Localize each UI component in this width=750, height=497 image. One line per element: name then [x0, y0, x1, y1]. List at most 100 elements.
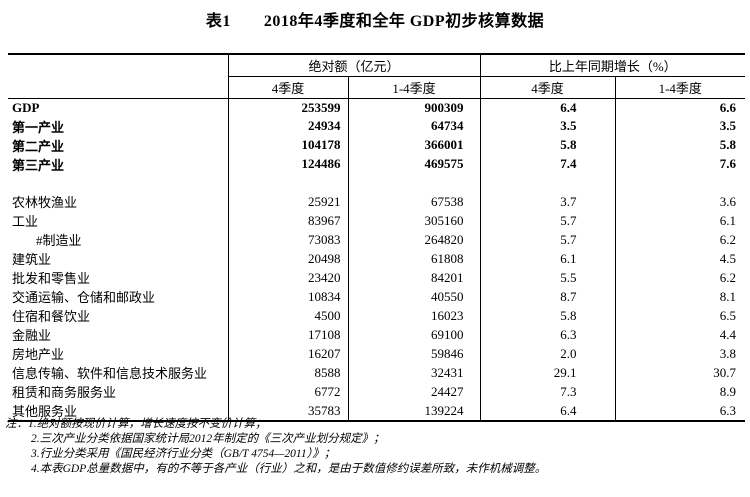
growth-q4-value: 5.7: [480, 230, 616, 250]
table-row: 批发和零售业 23420 84201 5.5 6.2: [8, 268, 745, 288]
abs-q4-value: 23420: [228, 268, 349, 288]
abs-q14-value: 24427: [348, 382, 481, 402]
abs-q4-value: 124486: [228, 154, 349, 174]
row-label: 租赁和商务服务业: [8, 382, 229, 402]
row-label: 工业: [8, 211, 229, 231]
growth-q14-value: 4.5: [719, 250, 737, 266]
growth-q14-value: 3.5: [719, 118, 737, 134]
row-label: 批发和零售业: [8, 268, 229, 288]
abs-q14-value: 64734: [348, 116, 481, 136]
growth-q4-value: 3.5: [480, 116, 616, 136]
row-label: 房地产业: [8, 344, 229, 364]
row-label: 信息传输、软件和信息技术服务业: [8, 363, 229, 383]
table-body: GDP 253599 900309 6.4 6.6 第一产业 24934 64734 3.5 3.…: [8, 98, 745, 422]
stub-header-cell: [8, 54, 229, 99]
note-line: 3.行业分类采用《国民经济行业分类（GB/T 4754—2011）》；: [31, 448, 336, 460]
growth-q14-value: 6.3: [719, 402, 737, 418]
growth-q4-value: 5.8: [480, 135, 616, 155]
empty-cell: [228, 173, 349, 193]
abs-q14-value: 40550: [348, 287, 481, 307]
abs-q14-value: 59846: [348, 344, 481, 364]
row-label: GDP: [8, 98, 229, 117]
abs-q14-value: 67538: [348, 192, 481, 212]
abs-q14-value: 366001: [348, 135, 481, 155]
growth-q14-value: 6.5: [719, 307, 737, 323]
growth-q4-value: 6.4: [480, 401, 616, 422]
table-row: 工业 83967 305160 5.7 6.1: [8, 211, 745, 231]
row-label: 第三产业: [8, 154, 229, 174]
abs-q14-value: 264820: [348, 230, 481, 250]
note-line: 2.三次产业分类依据国家统计局2012年制定的《三次产业划分规定》；: [31, 433, 385, 445]
table-row: 其他服务业 35783 139224 6.4 6.3: [8, 401, 745, 422]
abs-q4-value: 6772: [228, 382, 349, 402]
abs-q4-value: 35783: [228, 401, 349, 422]
growth-q14-value: 6.6: [719, 99, 737, 115]
table-row: 金融业 17108 69100 6.3 4.4: [8, 325, 745, 345]
growth-q4-value: 6.1: [480, 249, 616, 269]
growth-q4-value: 6.4: [480, 98, 616, 117]
growth-q14-value: 3.8: [719, 345, 737, 361]
growth-q4-value: 8.7: [480, 287, 616, 307]
table-title: 表1 2018年4季度和全年 GDP初步核算数据: [205, 13, 545, 30]
table-row: 信息传输、软件和信息技术服务业 8588 32431 29.1 30.7: [8, 363, 745, 383]
abs-q14-value: 139224: [348, 401, 481, 422]
notes: 注：1.绝对额按现价计算，增长速度按不变价计算； 2.三次产业分类依据国家统计局2…: [5, 417, 745, 477]
table-row: 交通运输、仓储和邮政业 10834 40550 8.7 8.1: [8, 287, 745, 307]
abs-q4-value: 83967: [228, 211, 349, 231]
growth-q4-value: 3.7: [480, 192, 616, 212]
abs-q4-value: 24934: [228, 116, 349, 136]
table-row: 建筑业 20498 61808 6.1 4.5: [8, 249, 745, 269]
growth-q14-value: 8.1: [719, 288, 737, 304]
growth-q4-value: 2.0: [480, 344, 616, 364]
table-row: 第一产业 24934 64734 3.5 3.5: [8, 116, 745, 136]
abs-q4-value: 8588: [228, 363, 349, 383]
abs-q14-value: 69100: [348, 325, 481, 345]
note-line: 注：1.绝对额按现价计算，增长速度按不变价计算；: [5, 418, 267, 430]
table-row: 租赁和商务服务业 6772 24427 7.3 8.9: [8, 382, 745, 402]
abs-q4-value: 25921: [228, 192, 349, 212]
table-row: 农林牧渔业 25921 67538 3.7 3.6: [8, 192, 745, 212]
growth-q4-value: 5.8: [480, 306, 616, 326]
abs-q4-value: 104178: [228, 135, 349, 155]
abs-q14-value: 16023: [348, 306, 481, 326]
absolute-group-header: 绝对额（亿元）: [228, 54, 481, 77]
abs-q14-value: 84201: [348, 268, 481, 288]
row-label: 金融业: [8, 325, 229, 345]
growth-q4-value: 5.5: [480, 268, 616, 288]
growth-q14-value: 3.6: [719, 193, 737, 209]
growth-q14-header: 1-4季度: [615, 76, 746, 99]
empty-cell: [480, 173, 616, 193]
growth-q14-value: 6.2: [719, 269, 737, 285]
growth-q14-value: 4.4: [719, 326, 737, 342]
growth-q4-value: 7.4: [480, 154, 616, 174]
abs-q4-value: 4500: [228, 306, 349, 326]
growth-q4-value: 5.7: [480, 211, 616, 231]
abs-q4-value: 20498: [228, 249, 349, 269]
growth-group-header: 比上年同期增长（%）: [480, 54, 746, 77]
growth-q14-value: 6.1: [719, 212, 737, 228]
table-row: #制造业 73083 264820 5.7 6.2: [8, 230, 745, 250]
abs-q14-value: 469575: [348, 154, 481, 174]
empty-cell: [8, 173, 229, 193]
spacer-row: [8, 173, 745, 193]
row-label: 农林牧渔业: [8, 192, 229, 212]
row-label: #制造业: [8, 230, 229, 250]
abs-q4-value: 17108: [228, 325, 349, 345]
table-row: GDP 253599 900309 6.4 6.6: [8, 98, 745, 117]
growth-q4-value: 7.3: [480, 382, 616, 402]
abs-q14-value: 900309: [348, 98, 481, 117]
growth-q14-value: 5.8: [719, 137, 737, 153]
abs-q4-header: 4季度: [228, 76, 349, 99]
abs-q14-header: 1-4季度: [348, 76, 481, 99]
abs-q4-value: 10834: [228, 287, 349, 307]
growth-q14-value: 7.6: [719, 156, 737, 172]
row-label: 建筑业: [8, 249, 229, 269]
growth-q14-value: 6.2: [719, 231, 737, 247]
abs-q4-value: 253599: [228, 98, 349, 117]
growth-q4-value: 29.1: [480, 363, 616, 383]
gdp-table: 绝对额（亿元） 比上年同期增长（%） 4季度 1-4季度 4季度 1-4季度 G…: [8, 53, 746, 423]
growth-q14-value: 8.9: [719, 383, 737, 399]
table-row: 住宿和餐饮业 4500 16023 5.8 6.5: [8, 306, 745, 326]
abs-q4-value: 16207: [228, 344, 349, 364]
